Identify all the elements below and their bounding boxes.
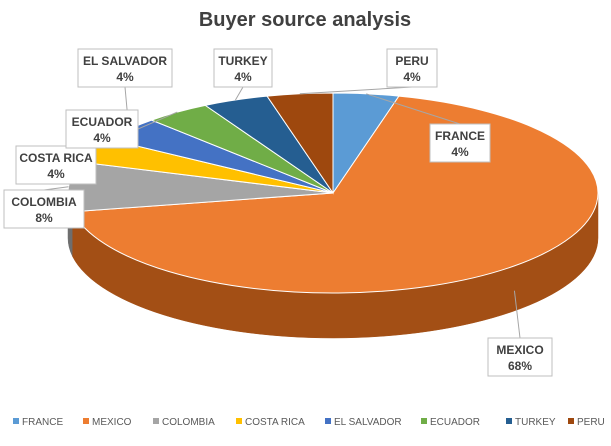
data-label-value-costa-rica: 4% [47, 167, 65, 181]
data-label-box-costa-rica [15, 145, 97, 185]
legend-label-colombia: COLOMBIA [162, 417, 215, 428]
data-label-category-colombia: COLOMBIA [11, 195, 77, 209]
data-label-category-costa-rica: COSTA RICA [19, 151, 93, 165]
legend: FRANCE MEXICO COLOMBIA COSTA RICA EL SALVADO… [13, 417, 605, 428]
legend-swatch-turkey [506, 418, 512, 424]
legend-swatch-mexico [83, 418, 89, 424]
legend-label-el-salvador: EL SALVADOR [334, 417, 402, 428]
legend-swatch-colombia [153, 418, 159, 424]
data-label-category-mexico: MEXICO [496, 343, 543, 357]
legend-label-costa-rica: COSTA RICA [245, 417, 305, 428]
legend-swatch-peru [568, 418, 574, 424]
leader-line-colombia [43, 186, 69, 191]
data-label-box-mexico [487, 337, 553, 377]
data-label-value-turkey: 4% [234, 70, 252, 84]
legend-label-turkey: TURKEY [515, 417, 556, 428]
chart-title: Buyer source analysis [199, 9, 411, 31]
legend-label-peru: PERU [577, 417, 605, 428]
data-label-box-ecuador [65, 109, 139, 149]
legend-swatch-costa-rica [236, 418, 242, 424]
leader-line-ecuador [137, 111, 178, 130]
leader-line-peru [299, 86, 413, 95]
data-label-box-france [429, 123, 491, 163]
data-label-category-france: FRANCE [435, 129, 485, 143]
data-label-box-turkey [213, 48, 273, 88]
pie-tops [67, 92, 599, 294]
data-label-value-france: 4% [451, 145, 469, 159]
data-label-value-colombia: 8% [35, 211, 53, 225]
legend-label-mexico: MEXICO [92, 417, 132, 428]
legend-swatch-ecuador [421, 418, 427, 424]
leader-line-mexico [513, 290, 521, 339]
leader-line-turkey [235, 86, 244, 101]
legend-swatch-el-salvador [325, 418, 331, 424]
data-label-value-ecuador: 4% [93, 131, 111, 145]
data-label-box-peru [386, 48, 438, 88]
legend-swatch-france [13, 418, 19, 424]
legend-label-ecuador: ECUADOR [430, 417, 480, 428]
legend-label-france: FRANCE [22, 417, 63, 428]
data-label-category-turkey: TURKEY [218, 54, 267, 68]
data-label-box-colombia [3, 189, 85, 229]
data-label-value-el-salvador: 4% [116, 70, 134, 84]
data-label-category-peru: PERU [395, 54, 428, 68]
data-label-category-el-salvador: EL SALVADOR [83, 54, 167, 68]
data-label-value-peru: 4% [403, 70, 421, 84]
data-label-box-el-salvador [77, 48, 173, 88]
data-label-category-ecuador: ECUADOR [72, 115, 133, 129]
data-label-value-mexico: 68% [508, 359, 532, 373]
leader-line-france [366, 93, 461, 125]
